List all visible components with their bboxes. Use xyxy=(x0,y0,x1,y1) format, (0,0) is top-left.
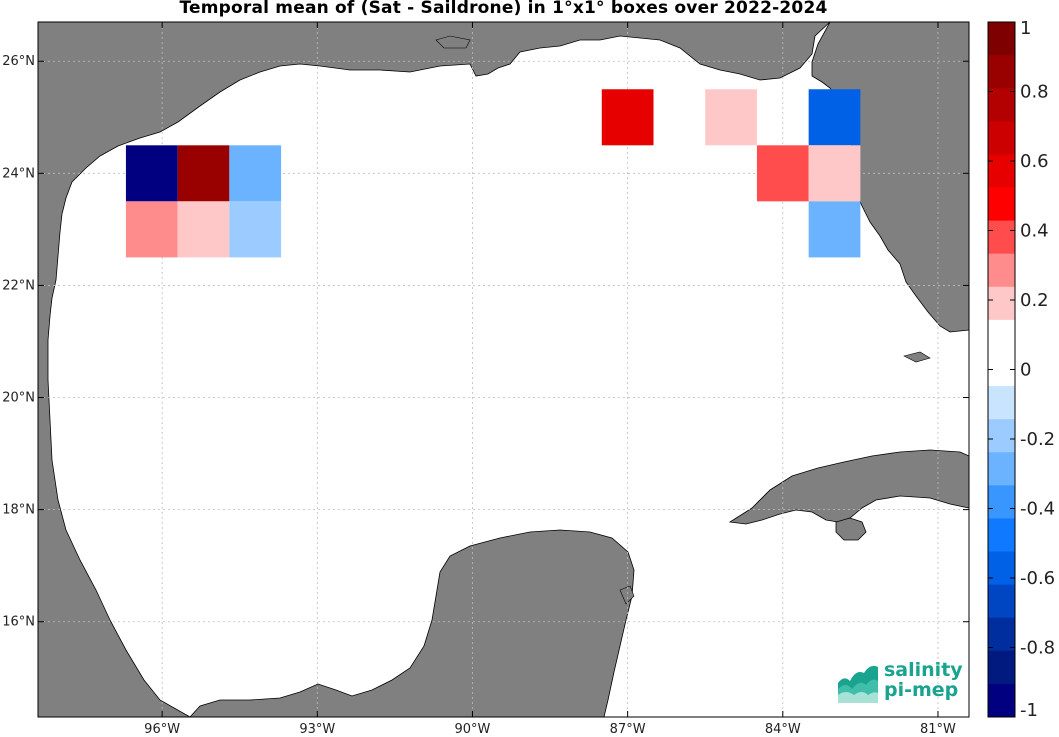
colorbar-segment xyxy=(988,154,1015,188)
y-tick-label: 18°N xyxy=(2,503,35,518)
colorbar-segment xyxy=(988,584,1015,619)
x-axis-ticks: 96°W 93°W 90°W 87°W 84°W 81°W xyxy=(144,22,956,737)
x-tick-label: 93°W xyxy=(299,722,335,737)
colorbar-segment xyxy=(988,319,1015,354)
land-small-islands xyxy=(435,35,931,605)
colorbar-segment xyxy=(988,55,1015,89)
data-box xyxy=(808,201,861,258)
colorbar-segment xyxy=(988,386,1015,420)
waves-logo-icon xyxy=(838,665,878,703)
y-tick-label: 20°N xyxy=(2,391,35,406)
x-tick-label: 81°W xyxy=(920,722,956,737)
colorbar-tick-label: 0.6 xyxy=(1020,151,1049,172)
colorbar-tick-label: 1 xyxy=(1020,18,1031,39)
colorbar-segment xyxy=(988,187,1015,222)
data-box xyxy=(756,145,809,202)
y-tick-label: 22°N xyxy=(2,278,35,293)
logo-text-salinity: salinity xyxy=(884,659,963,681)
colorbar-segment xyxy=(988,485,1015,519)
data-box xyxy=(125,145,178,202)
land-us-gulf-coast xyxy=(37,21,970,718)
map-frame xyxy=(37,21,970,718)
land-isla-juventud xyxy=(835,517,867,541)
colorbar-segment xyxy=(988,551,1015,586)
data-box xyxy=(177,201,230,258)
land-yucatan xyxy=(189,529,635,718)
colorbar-segment xyxy=(988,419,1015,453)
colorbar-tick-label: -0.4 xyxy=(1020,499,1055,520)
colorbar-segment xyxy=(988,253,1015,288)
x-tick-label: 90°W xyxy=(455,722,491,737)
colorbar-tick-label: -1 xyxy=(1020,700,1038,721)
colorbar-segment xyxy=(988,88,1015,122)
data-box xyxy=(177,145,230,202)
colorbar-segment xyxy=(988,683,1015,718)
colorbar-segment xyxy=(988,452,1015,486)
colorbar-tick-label: 0.2 xyxy=(1020,290,1049,311)
chart-title: Temporal mean of (Sat - Saildrone) in 1°… xyxy=(179,0,828,18)
data-box xyxy=(705,89,757,146)
colorbar-segment xyxy=(988,121,1015,155)
colorbar-segment xyxy=(988,22,1015,56)
y-tick-label: 26°N xyxy=(2,54,35,69)
colorbar-segment xyxy=(988,220,1015,255)
colorbar-tick-label: 0.8 xyxy=(1020,82,1049,103)
salinity-pi-mep-logo: salinity pi-mep xyxy=(834,657,964,707)
colorbar-tick-label: -0.6 xyxy=(1020,568,1055,589)
colorbar-tick-label: -0.2 xyxy=(1020,429,1055,450)
data-box xyxy=(808,89,861,146)
y-axis-ticks: 26°N 24°N 22°N 20°N 18°N 16°N xyxy=(2,54,969,630)
colorbar-tick-label: 0 xyxy=(1020,360,1031,381)
logo-text-pi-mep: pi-mep xyxy=(884,679,959,701)
y-tick-label: 16°N xyxy=(2,615,35,630)
data-boxes xyxy=(125,89,861,258)
colorbar-segment xyxy=(988,518,1015,553)
colorbar: 1 0.8 0.6 0.4 0.2 0 -0.2 -0.4 -0.6 -0.8 -1 xyxy=(987,18,1055,721)
x-tick-label: 84°W xyxy=(765,722,801,737)
y-tick-label: 24°N xyxy=(2,166,35,181)
data-box xyxy=(808,145,861,202)
x-tick-label: 96°W xyxy=(144,722,180,737)
x-tick-label: 87°W xyxy=(610,722,646,737)
land-cuba xyxy=(728,449,970,525)
data-box xyxy=(601,89,654,146)
colorbar-segment xyxy=(988,617,1015,652)
colorbar-segment xyxy=(988,650,1015,685)
data-box xyxy=(229,201,282,258)
data-box xyxy=(229,145,282,202)
data-box xyxy=(125,201,178,258)
colorbar-tick-label: 0.4 xyxy=(1020,221,1049,242)
colorbar-segment xyxy=(988,286,1015,321)
colorbar-tick-label: -0.8 xyxy=(1020,638,1055,659)
